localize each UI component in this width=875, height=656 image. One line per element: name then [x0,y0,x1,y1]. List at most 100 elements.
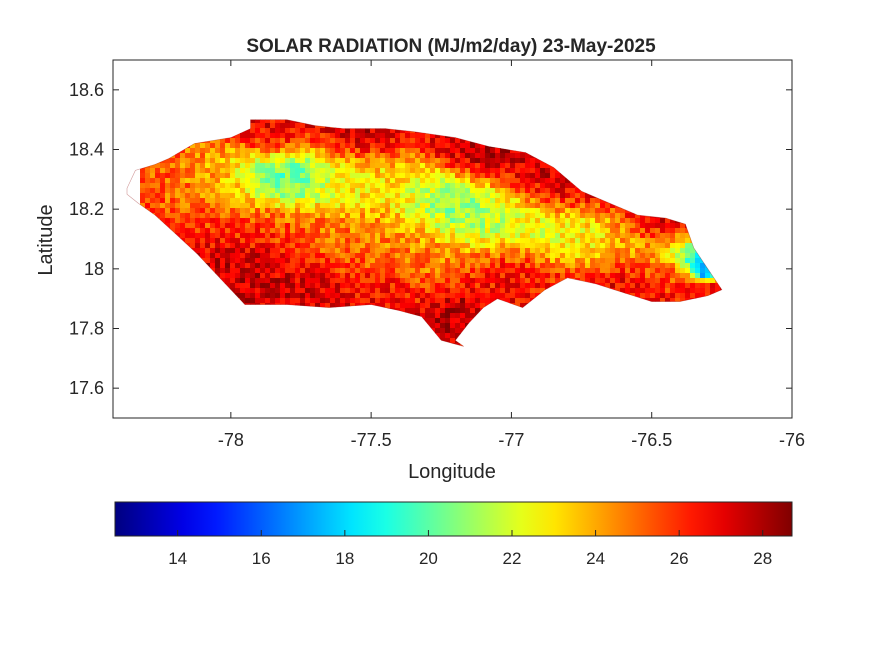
heat-cell [490,178,496,184]
heat-cell [570,228,576,234]
heat-cell [525,173,531,179]
heat-cell [360,228,366,234]
heat-cell [280,278,286,284]
heat-cell [240,268,246,274]
heat-cell [405,273,411,279]
heat-cell [265,198,271,204]
heat-cell [225,268,231,274]
heat-cell [210,183,216,189]
heat-cell [260,158,266,164]
heat-cell [660,228,666,234]
heat-cell [460,148,466,154]
heat-cell [365,263,371,269]
heat-cell [265,128,271,134]
heat-cell [380,293,386,299]
heat-cell [530,278,536,284]
heat-cell [300,283,306,289]
heat-cell [495,263,501,269]
heat-cell [270,233,276,239]
heat-cell [255,298,261,304]
heat-cell [505,213,511,219]
heat-cell [505,253,511,259]
heat-cell [520,163,526,169]
heat-cell [590,248,596,254]
heat-cell [580,263,586,269]
heat-cell [320,293,326,299]
heat-cell [335,203,341,209]
heat-cell [200,163,206,169]
heat-cell [535,278,541,284]
heat-cell [515,288,521,294]
heat-cell [650,283,656,289]
heat-cell [240,193,246,199]
heat-cell [305,203,311,209]
heat-cell [560,218,566,224]
heat-cell [665,283,671,289]
heat-cell [225,233,231,239]
heat-cell [275,218,281,224]
heat-cell [350,188,356,194]
heat-cell [410,253,416,259]
heat-cell [220,193,226,199]
heat-cell [430,163,436,169]
heat-cell [555,173,561,179]
heat-cell [275,213,281,219]
heat-cell [305,273,311,279]
heat-cell [645,243,651,249]
heat-cell [255,138,261,144]
heat-cell [430,188,436,194]
heat-cell [455,263,461,269]
heat-cell [495,188,501,194]
heat-cell [220,138,226,144]
heat-cell [560,203,566,209]
heat-cell [200,253,206,259]
heat-cell [260,178,266,184]
heat-cell [410,203,416,209]
heat-cell [455,323,461,329]
heat-cell [345,188,351,194]
heat-cell [450,288,456,294]
heat-cell [465,218,471,224]
heat-cell [265,213,271,219]
heat-cell [480,183,486,189]
heat-cell [310,273,316,279]
heat-cell [500,238,506,244]
heat-cell [635,288,641,294]
heat-cell [250,278,256,284]
heat-cell [565,253,571,259]
heat-cell [350,303,356,309]
heat-cell [400,213,406,219]
heat-cell [190,198,196,204]
heat-cell [485,268,491,274]
heat-cell [565,268,571,274]
heat-cell [455,233,461,239]
heat-cell [485,273,491,279]
heat-cell [280,123,286,129]
heat-cell [535,228,541,234]
heat-cell [405,288,411,294]
heat-cell [475,243,481,249]
heat-cell [250,153,256,159]
heat-cell [225,153,231,159]
heat-cell [435,328,441,334]
heat-cell [515,198,521,204]
heat-cell [600,263,606,269]
heat-cell [165,213,171,219]
heat-cell [350,268,356,274]
heat-cell [500,158,506,164]
heat-cell [255,233,261,239]
heat-cell [490,228,496,234]
heat-cell [640,233,646,239]
heat-cell [305,248,311,254]
heat-cell [610,218,616,224]
heat-cell [190,213,196,219]
heat-cell [295,248,301,254]
heat-cell [460,203,466,209]
heat-cell [300,233,306,239]
heat-cell [275,283,281,289]
heat-cell [340,163,346,169]
heat-cell [435,203,441,209]
heat-cell [570,238,576,244]
heat-cell [450,143,456,149]
heat-cell [275,258,281,264]
